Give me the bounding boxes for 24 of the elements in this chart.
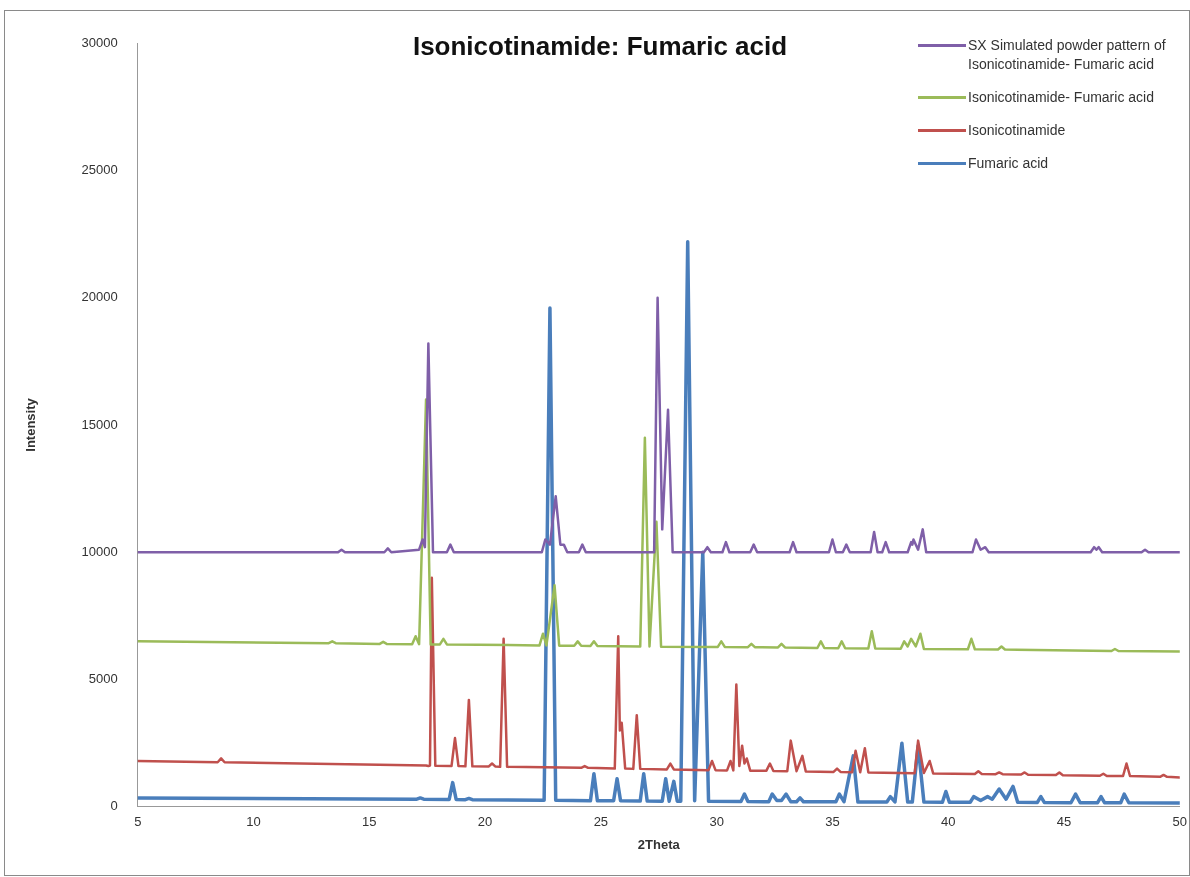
x-tick-label: 50 [1172, 814, 1187, 830]
x-tick-label: 30 [709, 814, 724, 830]
legend-label: Isonicotinamide [968, 121, 1066, 140]
y-tick-label: 15000 [81, 416, 118, 432]
legend-label: Fumaric acid [968, 154, 1049, 173]
y-axis-title: Intensity [23, 397, 39, 452]
x-tick-label: 35 [825, 814, 840, 830]
x-tick-label: 5 [134, 814, 142, 830]
y-tick-label: 10000 [81, 543, 118, 559]
x-axis-title: 2Theta [637, 836, 681, 852]
x-tick-label: 45 [1056, 814, 1072, 830]
y-tick-label: 20000 [81, 289, 118, 305]
x-tick-label: 10 [246, 814, 261, 830]
legend-label: Isonicotinamide- Fumaric acid [968, 88, 1154, 107]
y-tick-label: 0 [110, 798, 118, 814]
x-tick-label: 20 [477, 814, 493, 830]
legend-label: SX Simulated powder pattern of Isonicotinamide- Fumaric acid [968, 36, 1167, 74]
x-tick-label: 15 [362, 814, 377, 830]
chart-title: Isonicotinamide: Fumaric acid [412, 30, 788, 61]
y-tick-label: 25000 [81, 162, 118, 178]
y-tick-label: 5000 [88, 671, 118, 687]
x-tick-label: 25 [593, 814, 609, 830]
x-tick-label: 40 [940, 814, 956, 830]
y-tick-label: 30000 [81, 34, 118, 50]
